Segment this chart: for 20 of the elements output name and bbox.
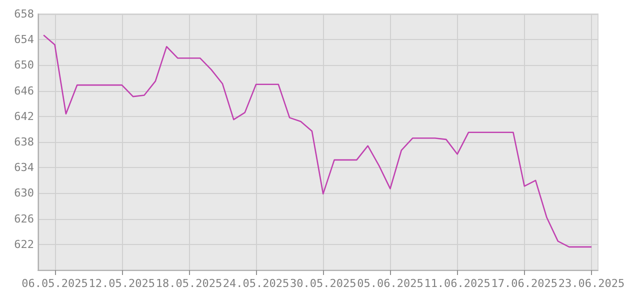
x-tick-label: 30.05.2025 xyxy=(290,277,356,290)
y-tick-label: 634 xyxy=(14,161,34,174)
x-tick-label: 18.05.2025 xyxy=(156,277,222,290)
y-tick-label: 658 xyxy=(14,8,34,20)
y-tick-label: 626 xyxy=(14,212,34,226)
x-tick-label: 23.06.2025 xyxy=(558,277,625,290)
x-tick-label: 12.05.2025 xyxy=(88,277,155,290)
y-tick-label: 646 xyxy=(14,84,34,98)
x-tick-label: 06.05.2025 xyxy=(22,277,88,290)
y-tick-label: 654 xyxy=(14,33,34,46)
y-tick-label: 638 xyxy=(14,136,34,148)
x-tick-label: 17.06.2025 xyxy=(491,277,558,290)
y-tick-label: 650 xyxy=(14,58,34,72)
y-tick-label: 630 xyxy=(14,186,34,200)
y-tick-label: 622 xyxy=(14,238,34,251)
x-tick-label: 05.06.2025 xyxy=(357,277,424,290)
line-series xyxy=(42,34,592,248)
x-tick-label: 24.05.2025 xyxy=(222,277,290,290)
x-tick-label: 11.06.2025 xyxy=(424,277,490,290)
y-tick-label: 642 xyxy=(14,110,34,123)
